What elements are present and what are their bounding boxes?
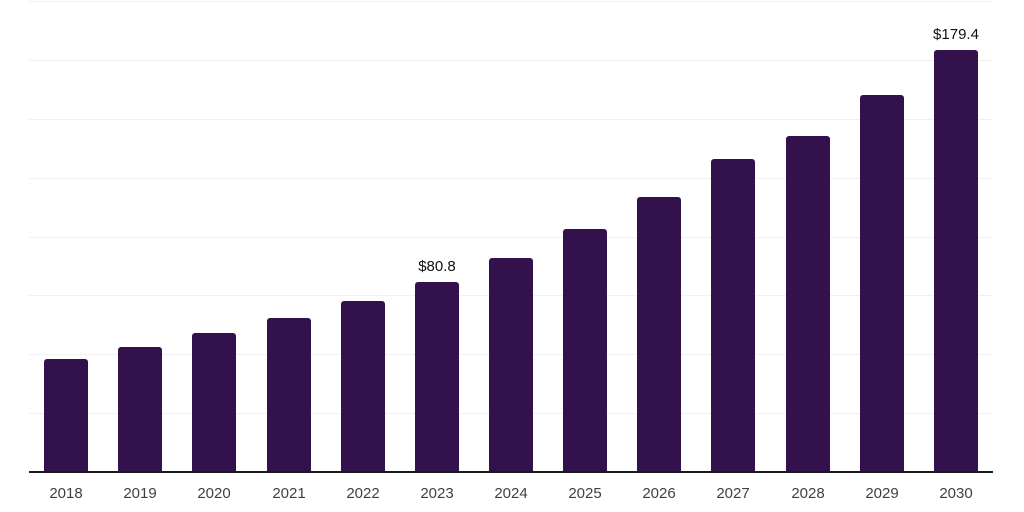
x-axis-line (29, 471, 993, 473)
x-tick-label-2025: 2025 (568, 485, 602, 502)
gridline-200 (29, 1, 993, 2)
x-tick-label-2022: 2022 (346, 485, 380, 502)
x-tick-label-2018: 2018 (49, 485, 83, 502)
bar-2023 (415, 282, 459, 472)
x-tick-label-2029: 2029 (865, 485, 899, 502)
x-tick-label-2019: 2019 (123, 485, 157, 502)
bar-2018 (44, 359, 88, 472)
x-tick-label-2027: 2027 (716, 485, 750, 502)
x-tick-label-2026: 2026 (642, 485, 676, 502)
bar-2027 (711, 159, 755, 472)
bar-2028 (786, 136, 830, 472)
bar-value-label-2030: $179.4 (933, 26, 979, 43)
x-tick-label-2020: 2020 (197, 485, 231, 502)
bar-value-label-2023: $80.8 (418, 258, 456, 275)
x-tick-label-2024: 2024 (494, 485, 528, 502)
bar-2022 (341, 301, 385, 472)
x-tick-label-2028: 2028 (791, 485, 825, 502)
x-tick-label-2021: 2021 (272, 485, 306, 502)
bar-2019 (118, 347, 162, 472)
bar-2025 (563, 229, 607, 472)
gridline-100 (29, 237, 993, 238)
bar-2020 (192, 333, 236, 472)
gridline-175 (29, 60, 993, 61)
x-tick-label-2030: 2030 (939, 485, 973, 502)
gridline-150 (29, 119, 993, 120)
bar-2030 (934, 50, 978, 472)
bar-2021 (267, 318, 311, 472)
bar-2026 (637, 197, 681, 472)
bar-2029 (860, 95, 904, 472)
x-tick-label-2023: 2023 (420, 485, 454, 502)
gridline-125 (29, 178, 993, 179)
bar-2024 (489, 258, 533, 472)
